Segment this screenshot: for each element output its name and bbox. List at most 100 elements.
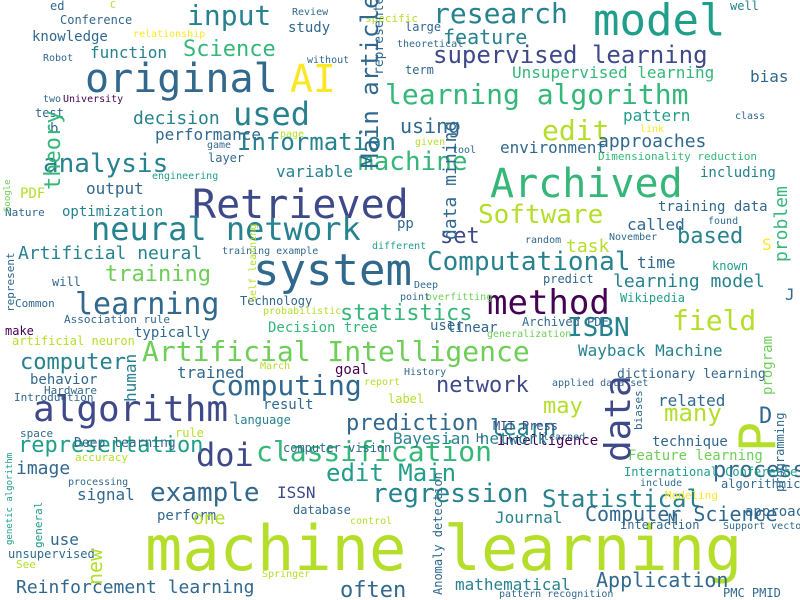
word: Technology xyxy=(240,294,312,308)
word: system xyxy=(253,245,412,296)
word: AI xyxy=(290,57,336,101)
word: PDF xyxy=(20,186,45,202)
word: network xyxy=(436,373,529,398)
word: Feature learning xyxy=(628,448,763,464)
word: processing xyxy=(68,477,128,488)
word: training data xyxy=(658,199,768,215)
word: Software xyxy=(478,200,603,230)
word: Introduction xyxy=(14,391,93,404)
word: Google xyxy=(3,179,13,212)
word: may xyxy=(543,394,583,419)
word: pattern recognition xyxy=(499,589,613,600)
word: P xyxy=(729,422,787,452)
word: behavior xyxy=(30,372,97,388)
word: History xyxy=(404,367,446,378)
word: learning model xyxy=(613,271,765,292)
word: including xyxy=(700,165,776,181)
word: Deep xyxy=(414,280,438,291)
word: often xyxy=(340,578,406,600)
word: dictionary learning xyxy=(617,367,766,382)
word: two xyxy=(43,94,61,105)
word: b xyxy=(50,121,58,137)
word: model xyxy=(593,0,725,46)
word: known xyxy=(712,259,748,273)
word: optimization xyxy=(62,204,163,220)
word: Anomaly detection xyxy=(431,472,445,595)
word: Review xyxy=(292,7,329,18)
word: rule xyxy=(175,426,204,440)
word: analysis xyxy=(43,149,168,179)
word: ed xyxy=(50,0,64,13)
word: Self learning xyxy=(248,224,259,302)
word: training example xyxy=(222,246,318,257)
word: general xyxy=(32,502,45,548)
word: Retrieved xyxy=(192,182,409,228)
word: Nature xyxy=(5,206,45,219)
word: performance xyxy=(155,125,261,144)
word: will xyxy=(52,275,81,289)
word: layer xyxy=(208,151,244,165)
word: training xyxy=(105,262,211,287)
word: overfitting xyxy=(426,292,492,303)
word: decision xyxy=(133,108,220,129)
word: linear xyxy=(447,320,498,336)
word: relationship xyxy=(133,29,205,40)
word: computer vision xyxy=(283,441,391,455)
word: computing xyxy=(210,369,362,402)
word: edit Main xyxy=(326,459,456,487)
word: doi xyxy=(196,436,254,474)
word: Reinforcement learning xyxy=(16,577,254,598)
word: computer xyxy=(20,350,126,375)
word: bias xyxy=(750,67,789,86)
word: without xyxy=(307,55,349,66)
word: language xyxy=(233,413,291,427)
word: test xyxy=(35,106,64,120)
word: machine learning xyxy=(145,512,742,585)
word: Main article xyxy=(356,0,384,168)
word: called xyxy=(627,215,685,234)
word: new xyxy=(83,548,107,585)
word: learning algorithm xyxy=(385,78,688,111)
word: one xyxy=(193,508,226,529)
word: pp xyxy=(397,216,414,232)
word: learned xyxy=(543,432,585,443)
word: Deep learning xyxy=(74,436,176,451)
word: data xyxy=(598,375,639,462)
word: problem xyxy=(771,186,792,262)
word: Wikipedia xyxy=(620,291,685,305)
word: Artificial neural xyxy=(18,243,202,264)
word: space xyxy=(20,427,53,440)
word: task xyxy=(566,236,610,257)
word: Association rule xyxy=(64,313,170,326)
word: large xyxy=(405,20,441,34)
word: Information xyxy=(237,128,396,156)
word: set xyxy=(440,224,480,249)
word: goal xyxy=(335,362,369,378)
word: label xyxy=(388,392,424,406)
word: programming xyxy=(773,413,787,492)
word: theory xyxy=(41,111,66,190)
word: M xyxy=(668,510,678,529)
word: approach xyxy=(745,504,800,520)
word: represent xyxy=(4,252,17,312)
word: Support vector xyxy=(723,521,800,532)
word: database xyxy=(293,503,351,517)
word: function xyxy=(90,43,167,62)
word: International Conference xyxy=(624,465,797,479)
word: Application xyxy=(596,568,728,592)
word: ISBN xyxy=(567,313,630,343)
word: Wayback Machine xyxy=(578,341,723,360)
word: Conference xyxy=(60,13,132,27)
word: variable xyxy=(276,162,353,181)
word: include xyxy=(640,478,682,489)
word: time xyxy=(637,253,676,272)
word: Computer Science xyxy=(585,502,778,526)
word: term xyxy=(405,63,434,77)
word: user xyxy=(430,318,464,334)
word: genetic algorithm xyxy=(5,453,15,545)
word: use xyxy=(50,530,79,549)
word: ISSN xyxy=(277,483,316,502)
word: field xyxy=(672,304,756,337)
